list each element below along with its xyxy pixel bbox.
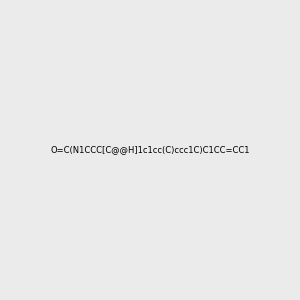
Text: O=C(N1CCC[C@@H]1c1cc(C)ccc1C)C1CC=CC1: O=C(N1CCC[C@@H]1c1cc(C)ccc1C)C1CC=CC1	[50, 146, 250, 154]
